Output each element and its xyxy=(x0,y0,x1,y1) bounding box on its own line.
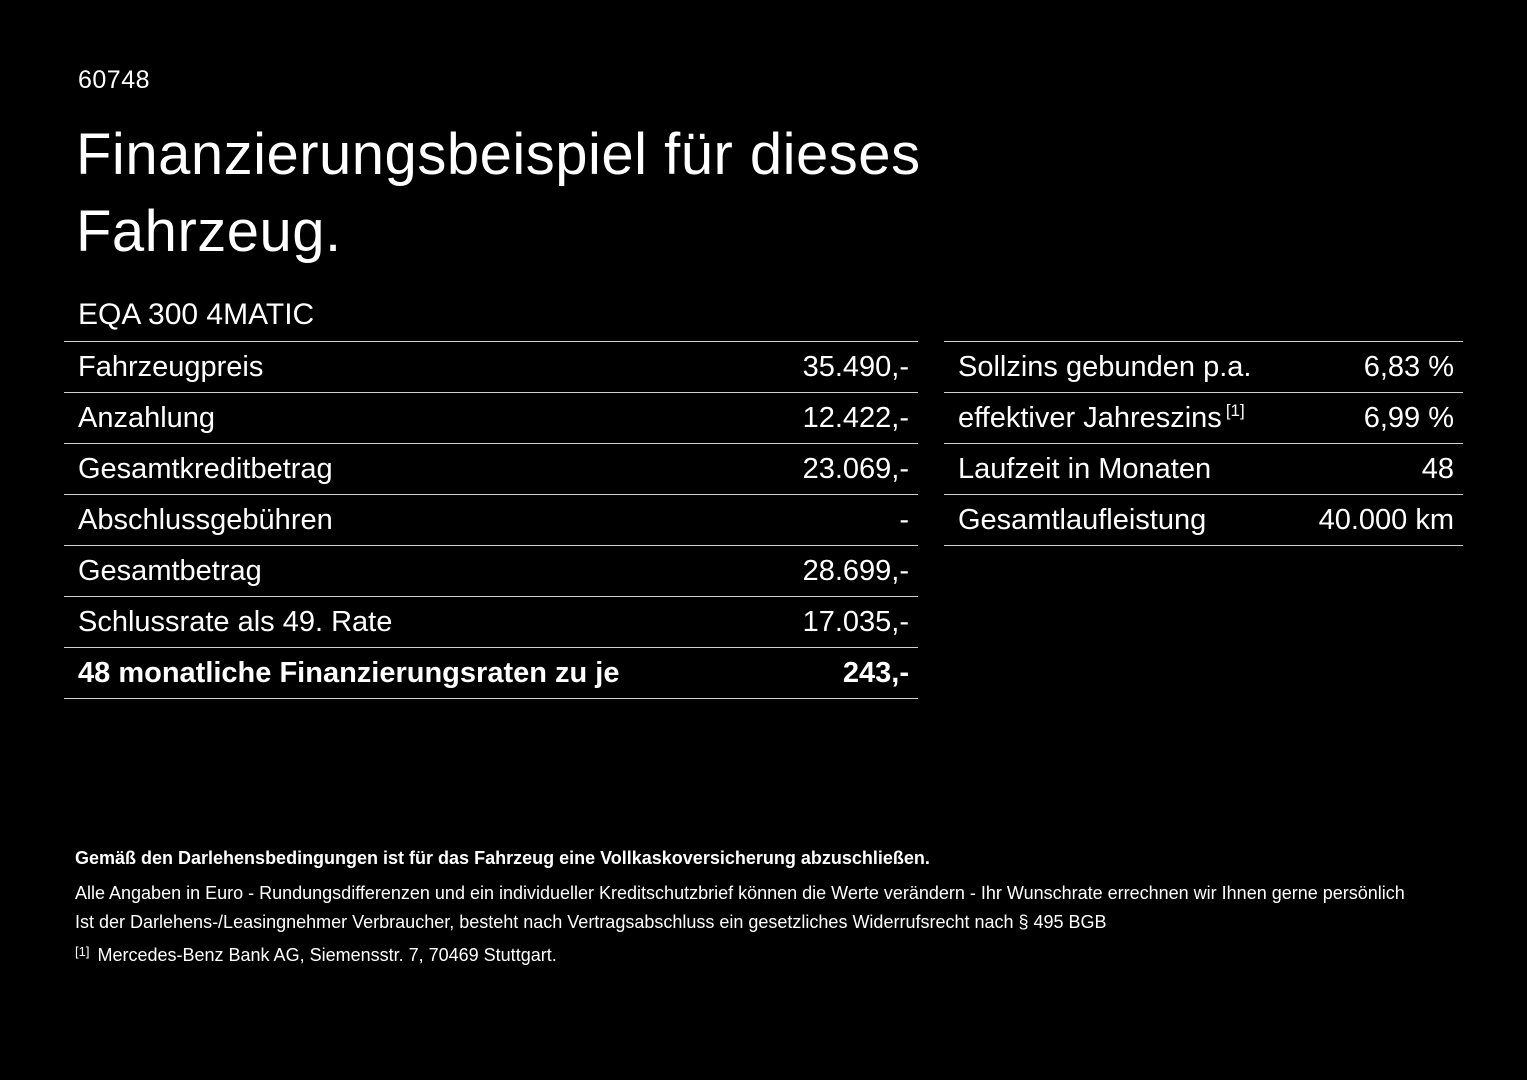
row-label: 48 monatliche Finanzierungsraten zu je xyxy=(78,656,620,689)
row-label: Schlussrate als 49. Rate xyxy=(78,605,393,638)
row-label: Laufzeit in Monaten xyxy=(958,452,1212,485)
table-row-fahrzeugpreis: Fahrzeugpreis 35.490,- xyxy=(64,342,918,393)
table-row-effektiver-jahreszins: effektiver Jahreszins [1] 6,99 % xyxy=(944,393,1463,444)
row-value: 23.069,- xyxy=(802,452,909,485)
offer-code: 60748 xyxy=(78,66,151,94)
page-title: Finanzierungsbeispiel für dieses Fahrzeu… xyxy=(76,122,921,265)
bank-footnote: [1] Mercedes-Benz Bank AG, Siemensstr. 7,… xyxy=(75,944,1467,966)
footnote-reference: [1] xyxy=(1225,400,1245,420)
row-value: 40.000 km xyxy=(1318,503,1454,536)
row-label: Abschlussgebühren xyxy=(78,503,333,536)
table-row-schlussrate: Schlussrate als 49. Rate 17.035,- xyxy=(64,597,918,648)
row-value: 12.422,- xyxy=(802,401,909,434)
legal-note-line2: Ist der Darlehens-/Leasingnehmer Verbrau… xyxy=(75,912,1107,932)
table-row-monatsrate: 48 monatliche Finanzierungsraten zu je 2… xyxy=(64,648,918,699)
financing-table: Fahrzeugpreis 35.490,- Anzahlung 12.422,… xyxy=(64,341,918,699)
row-label: effektiver Jahreszins [1] xyxy=(944,402,1245,435)
table-row-gesamtkreditbetrag: Gesamtkreditbetrag 23.069,- xyxy=(64,444,918,495)
table-row-sollzins: Sollzins gebunden p.a. 6,83 % xyxy=(944,342,1463,393)
row-label: Gesamtkreditbetrag xyxy=(78,452,333,485)
conditions-table: Sollzins gebunden p.a. 6,83 % effektiver… xyxy=(944,341,1463,546)
table-row-abschlussgebuehren: Abschlussgebühren - xyxy=(64,495,918,546)
table-row-laufzeit: Laufzeit in Monaten 48 xyxy=(944,444,1463,495)
table-row-anzahlung: Anzahlung 12.422,- xyxy=(64,393,918,444)
row-value: - xyxy=(899,503,909,536)
legal-note-line1: Alle Angaben in Euro - Rundungsdifferenz… xyxy=(75,883,1405,903)
row-value: 6,99 % xyxy=(1363,401,1454,434)
footnote-text: Mercedes-Benz Bank AG, Siemensstr. 7, 70… xyxy=(97,945,557,965)
row-value: 243,- xyxy=(842,656,909,689)
row-label: Fahrzeugpreis xyxy=(78,350,264,383)
table-row-gesamtlaufleistung: Gesamtlaufleistung 40.000 km xyxy=(944,495,1463,546)
vehicle-model: EQA 300 4MATIC xyxy=(78,298,315,331)
row-value: 35.490,- xyxy=(802,350,909,383)
row-label: Gesamtbetrag xyxy=(78,554,262,587)
row-label-text: effektiver Jahreszins xyxy=(958,401,1222,434)
row-value: 48 xyxy=(1421,452,1454,485)
row-value: 17.035,- xyxy=(802,605,909,638)
row-label: Anzahlung xyxy=(78,401,216,434)
row-value: 6,83 % xyxy=(1363,350,1454,383)
row-value: 28.699,- xyxy=(802,554,909,587)
insurance-note: Gemäß den Darlehensbedingungen ist für d… xyxy=(75,848,930,868)
row-label: Sollzins gebunden p.a. xyxy=(958,350,1252,383)
legal-notes: Alle Angaben in Euro - Rundungsdifferenz… xyxy=(75,879,1467,937)
row-label: Gesamtlaufleistung xyxy=(958,503,1207,536)
table-row-gesamtbetrag: Gesamtbetrag 28.699,- xyxy=(64,546,918,597)
footnote-marker: [1] xyxy=(75,944,90,959)
